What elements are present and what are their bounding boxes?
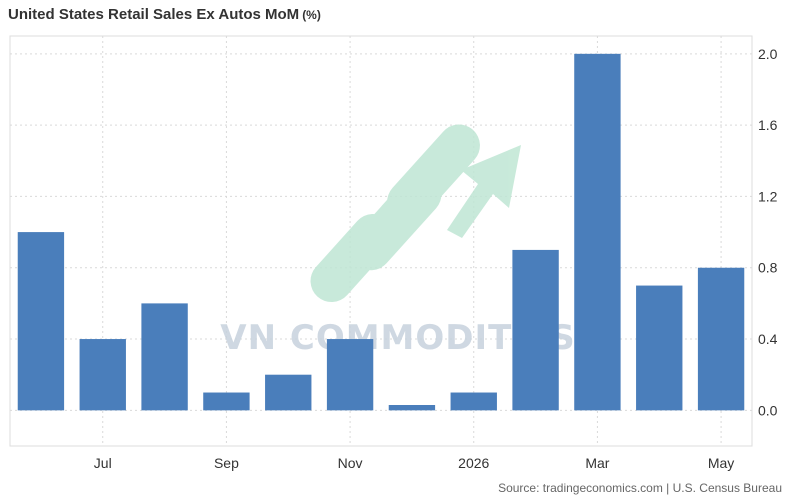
chart-unit: (%) xyxy=(302,8,321,22)
bar-apr[interactable] xyxy=(636,285,683,411)
watermark-logo-arrow xyxy=(447,145,521,238)
bar-jul[interactable] xyxy=(79,339,126,411)
x-tick-label: Jul xyxy=(94,455,112,471)
y-tick-label: 1.2 xyxy=(758,188,778,204)
bar-oct[interactable] xyxy=(265,374,312,411)
x-tick-label: Sep xyxy=(214,455,239,471)
watermark-logo-stroke-3 xyxy=(387,124,480,223)
bars xyxy=(17,53,745,411)
y-tick-label: 0.4 xyxy=(758,331,778,347)
chart-source: Source: tradingeconomics.com | U.S. Cens… xyxy=(498,481,782,495)
bar-nov[interactable] xyxy=(326,339,374,411)
y-tick-label: 0.8 xyxy=(758,260,778,276)
bar-mar[interactable] xyxy=(574,53,621,411)
plot-frame xyxy=(9,35,753,447)
chart-title-text: United States Retail Sales Ex Autos MoM xyxy=(8,6,300,23)
y-tick-label: 1.6 xyxy=(758,117,778,133)
bar-dec[interactable] xyxy=(388,405,436,411)
axes: 0.0 0.4 0.8 1.2 1.6 2.0 Jul Sep Nov 2026 Mar May xyxy=(94,46,778,471)
bar-jun[interactable] xyxy=(17,232,65,411)
x-tick-label: Nov xyxy=(338,455,363,471)
x-tick-label: 2026 xyxy=(458,455,489,471)
bar-sep[interactable] xyxy=(203,392,250,411)
bar-aug[interactable] xyxy=(141,303,188,411)
y-tick-label: 2.0 xyxy=(758,46,778,62)
y-tick-label: 0.0 xyxy=(758,402,778,418)
bar-may[interactable] xyxy=(697,267,745,411)
x-tick-label: Mar xyxy=(585,455,609,471)
bar-2026[interactable] xyxy=(450,392,497,411)
bar-feb[interactable] xyxy=(512,249,559,411)
x-tick-label: May xyxy=(708,455,734,471)
chart-title: United States Retail Sales Ex Autos MoM(… xyxy=(8,6,321,23)
